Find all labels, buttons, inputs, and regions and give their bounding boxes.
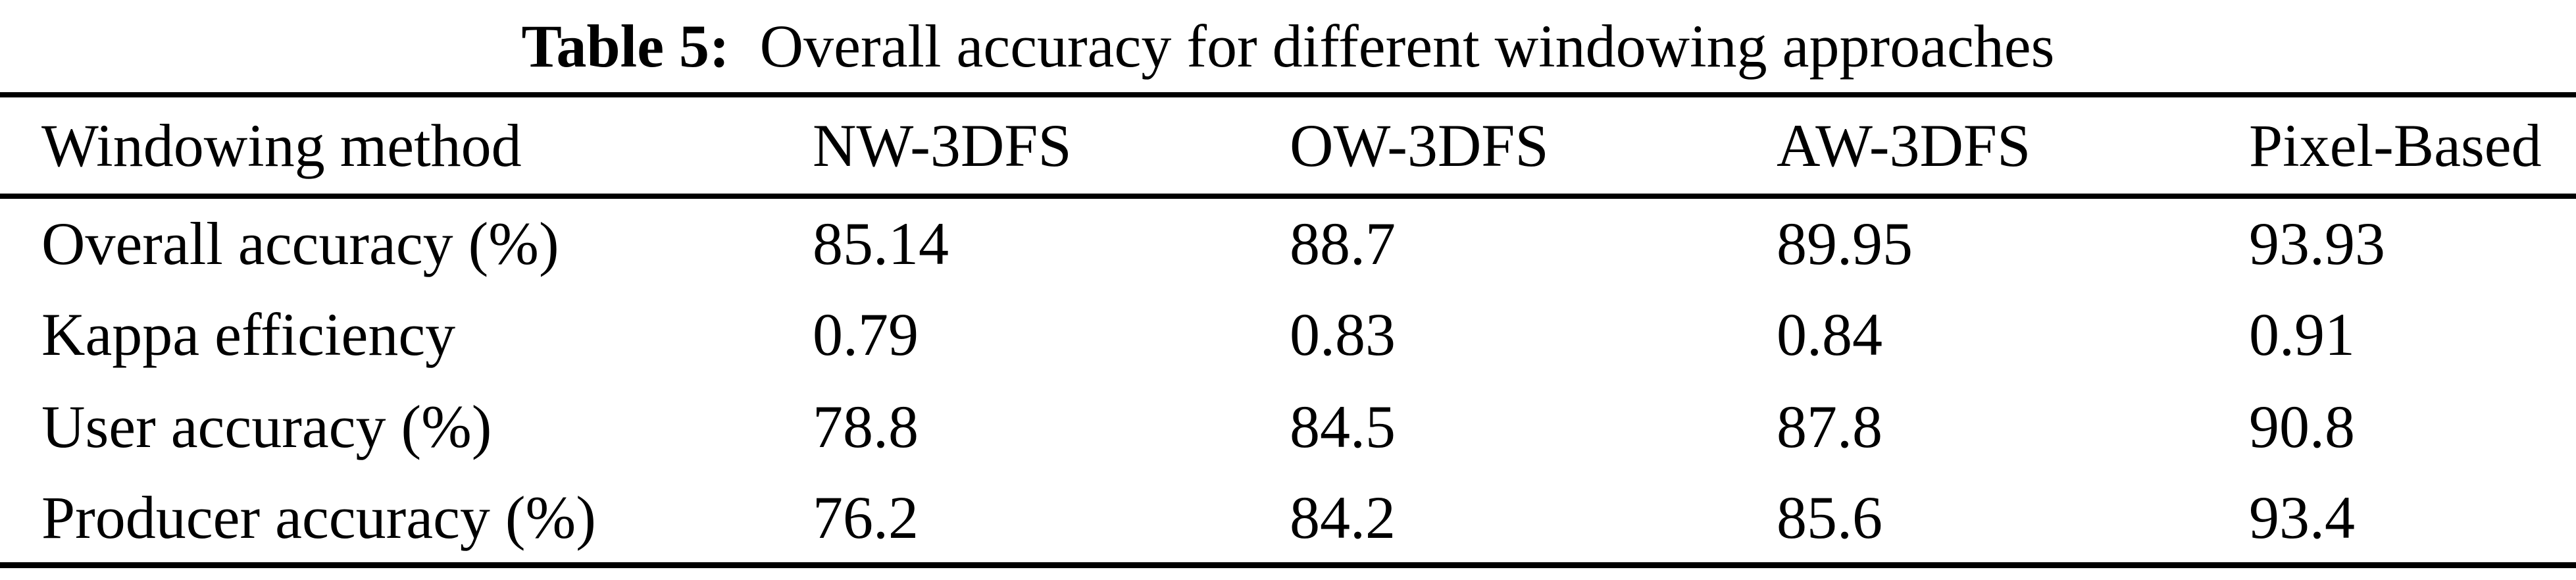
table-header-row: Windowing method NW-3DFS OW-3DFS AW-3DFS… bbox=[0, 95, 2576, 199]
column-header-windowing-method: Windowing method bbox=[0, 95, 813, 199]
value-cell: 0.91 bbox=[2249, 301, 2355, 368]
value-cell: 84.5 bbox=[1290, 393, 1396, 460]
row-label: Kappa efficiency bbox=[41, 301, 456, 368]
value-cell: 76.2 bbox=[813, 483, 919, 551]
value-cell: 90.8 bbox=[2249, 393, 2355, 460]
column-header-pixel-based: Pixel-Based bbox=[2249, 95, 2576, 199]
value-cell: 0.84 bbox=[1777, 301, 1882, 368]
row-label: Overall accuracy (%) bbox=[41, 210, 559, 277]
column-header-aw-3dfs: AW-3DFS bbox=[1777, 95, 2249, 199]
table-caption-label: Table 5: bbox=[521, 13, 730, 80]
accuracy-table: Windowing method NW-3DFS OW-3DFS AW-3DFS… bbox=[0, 92, 2576, 568]
row-label: Producer accuracy (%) bbox=[41, 483, 596, 551]
column-header-nw-3dfs: NW-3DFS bbox=[813, 95, 1290, 199]
table-row-kappa-efficiency: Kappa efficiency 0.79 0.83 0.84 0.91 bbox=[0, 288, 2576, 381]
value-cell: 93.4 bbox=[2249, 483, 2355, 551]
value-cell: 93.93 bbox=[2249, 210, 2385, 277]
table-caption-text: Overall accuracy for different windowing… bbox=[759, 13, 2055, 80]
value-cell: 87.8 bbox=[1777, 393, 1882, 460]
table-row-overall-accuracy: Overall accuracy (%) 85.14 88.7 89.95 93… bbox=[0, 196, 2576, 288]
value-cell: 78.8 bbox=[813, 393, 919, 460]
table-row-user-accuracy: User accuracy (%) 78.8 84.5 87.8 90.8 bbox=[0, 381, 2576, 473]
value-cell: 0.79 bbox=[813, 301, 919, 368]
table-caption: Table 5: Overall accuracy for different … bbox=[0, 0, 2576, 92]
table-row-producer-accuracy: Producer accuracy (%) 76.2 84.2 85.6 93.… bbox=[0, 473, 2576, 565]
value-cell: 84.2 bbox=[1290, 483, 1396, 551]
value-cell: 89.95 bbox=[1777, 210, 1913, 277]
value-cell: 0.83 bbox=[1290, 301, 1396, 368]
value-cell: 85.6 bbox=[1777, 483, 1882, 551]
row-label: User accuracy (%) bbox=[41, 393, 492, 460]
value-cell: 85.14 bbox=[813, 210, 949, 277]
value-cell: 88.7 bbox=[1290, 210, 1396, 277]
column-header-ow-3dfs: OW-3DFS bbox=[1290, 95, 1777, 199]
